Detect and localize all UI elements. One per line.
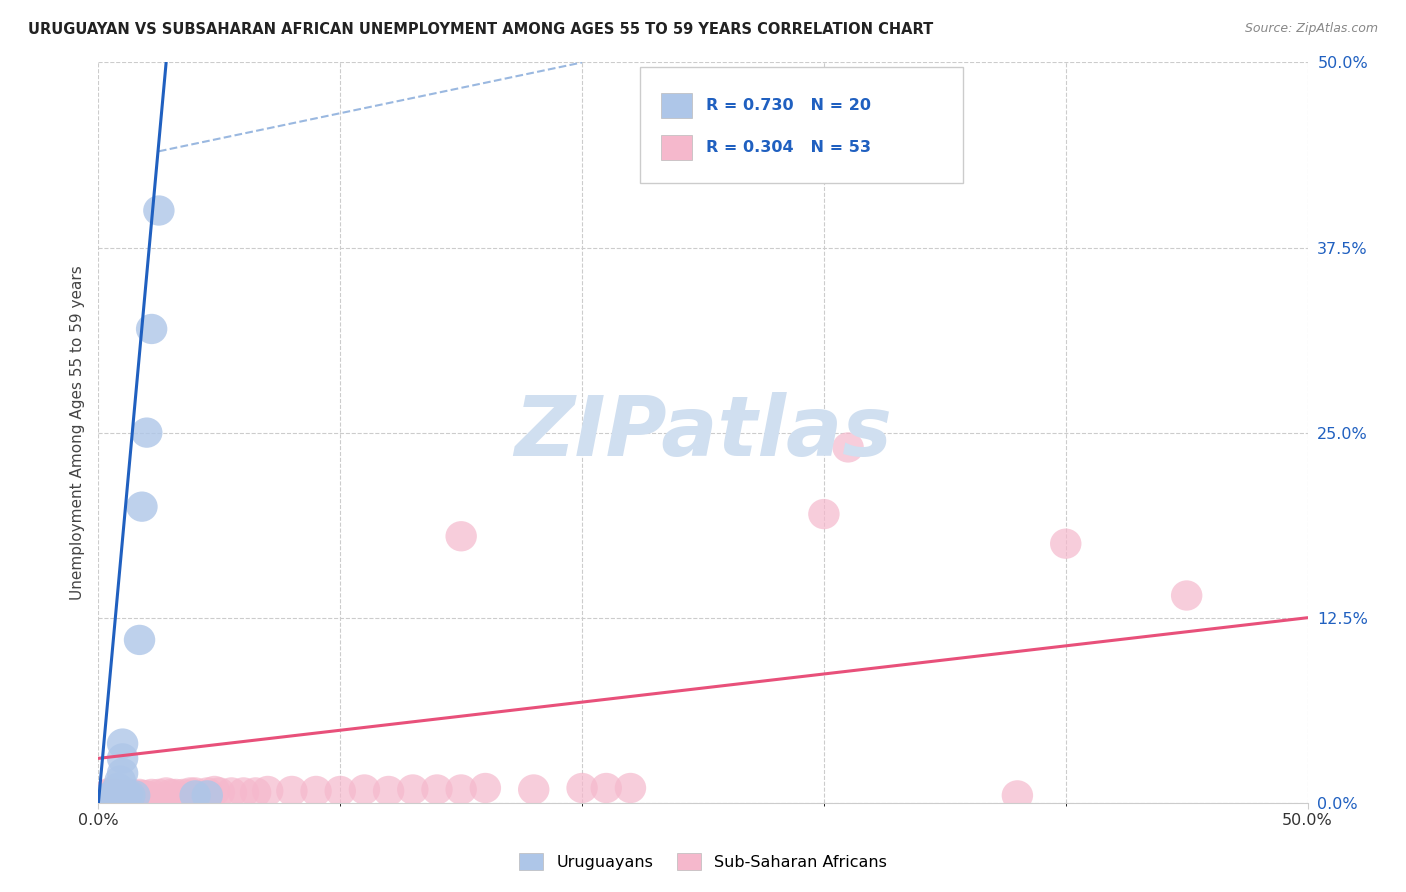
- Ellipse shape: [107, 758, 138, 789]
- Ellipse shape: [124, 624, 155, 655]
- Ellipse shape: [120, 780, 150, 811]
- Ellipse shape: [104, 780, 136, 811]
- Ellipse shape: [100, 780, 131, 811]
- Ellipse shape: [191, 780, 224, 811]
- Text: R = 0.730   N = 20: R = 0.730 N = 20: [706, 98, 870, 112]
- Ellipse shape: [325, 776, 356, 806]
- Ellipse shape: [517, 774, 550, 805]
- Ellipse shape: [198, 776, 231, 806]
- Ellipse shape: [120, 780, 150, 811]
- Ellipse shape: [591, 772, 621, 803]
- Ellipse shape: [93, 779, 124, 809]
- Ellipse shape: [167, 779, 198, 809]
- Ellipse shape: [94, 777, 127, 807]
- Ellipse shape: [180, 777, 211, 807]
- Ellipse shape: [567, 772, 598, 803]
- Ellipse shape: [129, 780, 160, 811]
- Ellipse shape: [127, 491, 157, 522]
- Text: ZIPatlas: ZIPatlas: [515, 392, 891, 473]
- Ellipse shape: [121, 780, 153, 811]
- Text: R = 0.304   N = 53: R = 0.304 N = 53: [706, 140, 870, 154]
- Ellipse shape: [107, 780, 138, 811]
- Ellipse shape: [160, 779, 191, 809]
- Ellipse shape: [1050, 528, 1081, 559]
- Ellipse shape: [276, 776, 308, 806]
- Ellipse shape: [422, 774, 453, 805]
- Ellipse shape: [111, 780, 143, 811]
- Ellipse shape: [191, 777, 224, 807]
- Legend: Uruguayans, Sub-Saharan Africans: Uruguayans, Sub-Saharan Africans: [513, 847, 893, 876]
- Ellipse shape: [215, 777, 247, 807]
- Ellipse shape: [114, 779, 146, 809]
- Ellipse shape: [127, 780, 157, 811]
- Ellipse shape: [174, 777, 207, 807]
- Ellipse shape: [114, 780, 146, 811]
- Ellipse shape: [349, 774, 380, 805]
- Ellipse shape: [94, 780, 127, 811]
- Ellipse shape: [90, 780, 121, 811]
- Ellipse shape: [131, 780, 163, 811]
- Ellipse shape: [614, 772, 647, 803]
- Ellipse shape: [150, 777, 181, 807]
- Ellipse shape: [155, 779, 187, 809]
- Ellipse shape: [446, 521, 477, 551]
- Ellipse shape: [1001, 780, 1033, 811]
- Ellipse shape: [180, 780, 211, 811]
- Ellipse shape: [90, 783, 121, 814]
- Ellipse shape: [240, 777, 271, 807]
- Ellipse shape: [111, 780, 143, 811]
- Ellipse shape: [107, 743, 138, 773]
- Ellipse shape: [204, 777, 235, 807]
- Ellipse shape: [104, 765, 136, 796]
- Ellipse shape: [103, 779, 134, 809]
- Ellipse shape: [373, 776, 405, 806]
- Ellipse shape: [97, 780, 129, 811]
- Ellipse shape: [143, 779, 174, 809]
- Ellipse shape: [110, 780, 141, 811]
- Text: URUGUAYAN VS SUBSAHARAN AFRICAN UNEMPLOYMENT AMONG AGES 55 TO 59 YEARS CORRELATI: URUGUAYAN VS SUBSAHARAN AFRICAN UNEMPLOY…: [28, 22, 934, 37]
- Ellipse shape: [446, 774, 477, 805]
- Ellipse shape: [252, 776, 284, 806]
- Y-axis label: Unemployment Among Ages 55 to 59 years: Unemployment Among Ages 55 to 59 years: [69, 265, 84, 600]
- Ellipse shape: [470, 772, 501, 803]
- Ellipse shape: [228, 777, 259, 807]
- Ellipse shape: [103, 772, 134, 803]
- Ellipse shape: [301, 776, 332, 806]
- Ellipse shape: [136, 779, 167, 809]
- Ellipse shape: [832, 433, 863, 463]
- Ellipse shape: [94, 781, 127, 812]
- Ellipse shape: [1171, 581, 1202, 611]
- Ellipse shape: [107, 729, 138, 759]
- Ellipse shape: [808, 499, 839, 529]
- Ellipse shape: [131, 417, 163, 448]
- Ellipse shape: [117, 780, 148, 811]
- Ellipse shape: [110, 780, 141, 811]
- Ellipse shape: [100, 777, 131, 807]
- Ellipse shape: [143, 195, 174, 226]
- Ellipse shape: [136, 314, 167, 344]
- Ellipse shape: [124, 779, 155, 809]
- Ellipse shape: [97, 780, 129, 811]
- Text: Source: ZipAtlas.com: Source: ZipAtlas.com: [1244, 22, 1378, 36]
- Ellipse shape: [396, 774, 429, 805]
